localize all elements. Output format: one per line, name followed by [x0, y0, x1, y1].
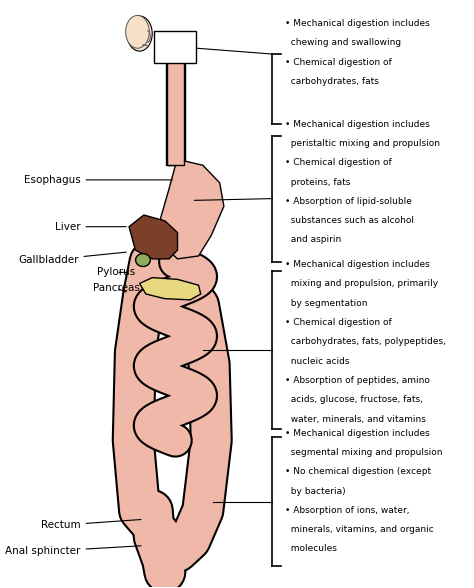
Circle shape — [126, 15, 149, 48]
Text: Rectum: Rectum — [41, 520, 141, 530]
Text: by segmentation: by segmentation — [285, 299, 367, 308]
Text: • Mechanical digestion includes: • Mechanical digestion includes — [285, 260, 430, 269]
Text: • Absorption of ions, water,: • Absorption of ions, water, — [285, 506, 410, 515]
Text: chewing and swallowing: chewing and swallowing — [285, 38, 401, 47]
Text: • Chemical digestion of: • Chemical digestion of — [285, 158, 392, 167]
Text: nucleic acids: nucleic acids — [285, 356, 349, 366]
Text: and aspirin: and aspirin — [285, 235, 341, 245]
Ellipse shape — [136, 253, 150, 266]
Bar — [155, 31, 197, 63]
Polygon shape — [139, 278, 201, 300]
Wedge shape — [132, 36, 147, 47]
Text: by bacteria): by bacteria) — [285, 486, 346, 496]
Text: • Mechanical digestion includes: • Mechanical digestion includes — [285, 429, 430, 437]
Text: acids, glucose, fructose, fats,: acids, glucose, fructose, fats, — [285, 395, 423, 404]
Text: substances such as alcohol: substances such as alcohol — [285, 216, 414, 225]
Polygon shape — [161, 159, 224, 259]
Text: Liver: Liver — [55, 222, 126, 232]
Circle shape — [127, 16, 152, 51]
Text: proteins, fats: proteins, fats — [285, 178, 350, 186]
Text: Pancreas: Pancreas — [93, 283, 139, 293]
Bar — [166, 45, 184, 165]
Bar — [166, 45, 185, 165]
Polygon shape — [129, 215, 178, 259]
Text: segmental mixing and propulsion: segmental mixing and propulsion — [285, 448, 443, 457]
Text: peristaltic mixing and propulsion: peristaltic mixing and propulsion — [285, 139, 440, 148]
Text: • Mechanical digestion includes: • Mechanical digestion includes — [285, 119, 430, 129]
Text: • Mechanical digestion includes: • Mechanical digestion includes — [285, 19, 430, 28]
Text: • No chemical digestion (except: • No chemical digestion (except — [285, 467, 431, 476]
Text: • Absorption of peptides, amino: • Absorption of peptides, amino — [285, 376, 430, 385]
Text: • Chemical digestion of: • Chemical digestion of — [285, 318, 392, 327]
Text: molecules: molecules — [285, 544, 337, 553]
Text: minerals, vitamins, and organic: minerals, vitamins, and organic — [285, 525, 434, 534]
Text: Gallbladder: Gallbladder — [18, 252, 126, 265]
Text: water, minerals, and vitamins: water, minerals, and vitamins — [285, 415, 426, 423]
Text: Pylorus: Pylorus — [97, 268, 136, 278]
Text: • Absorption of lipid-soluble: • Absorption of lipid-soluble — [285, 197, 412, 206]
Text: mixing and propulsion, primarily: mixing and propulsion, primarily — [285, 279, 438, 288]
Text: Anal sphincter: Anal sphincter — [5, 546, 141, 556]
Text: Esophagus: Esophagus — [24, 175, 173, 185]
Text: carbohydrates, fats: carbohydrates, fats — [285, 77, 379, 86]
Text: carbohydrates, fats, polypeptides,: carbohydrates, fats, polypeptides, — [285, 338, 446, 346]
Text: • Chemical digestion of: • Chemical digestion of — [285, 58, 392, 66]
